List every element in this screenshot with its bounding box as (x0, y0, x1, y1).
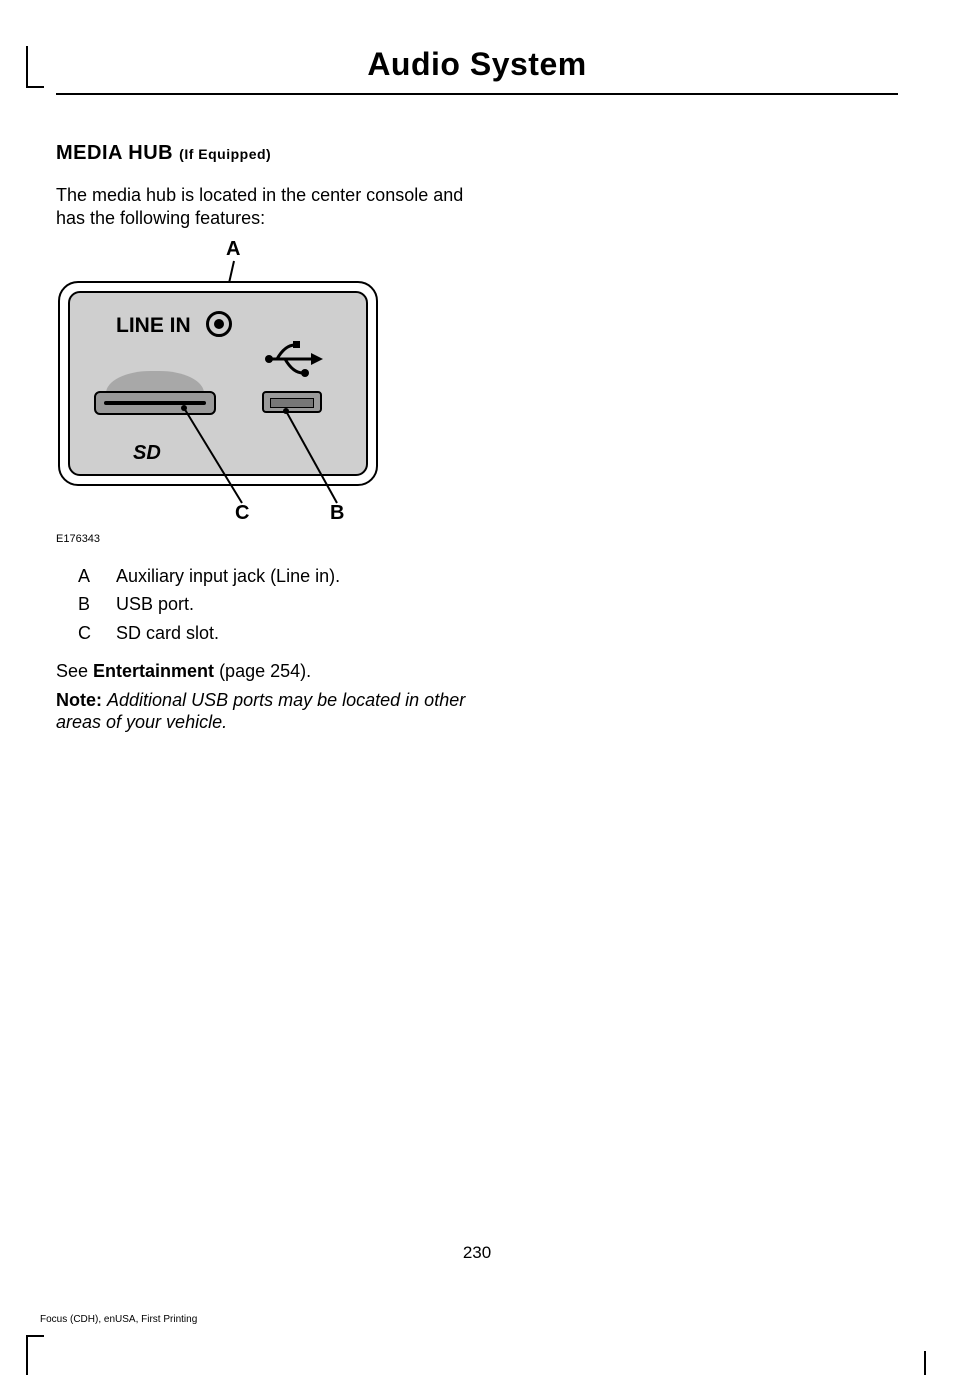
usb-port (262, 391, 322, 413)
page: Audio System MEDIA HUB (If Equipped) The… (0, 46, 954, 1375)
footer-text: Focus (CDH), enUSA, First Printing (40, 1314, 197, 1325)
figure-id: E176343 (56, 533, 476, 547)
callout-b: B (330, 501, 344, 526)
see-suffix: (page 254). (214, 661, 311, 681)
legend-key: B (56, 593, 116, 616)
sd-label: SD (133, 441, 161, 466)
legend-key: C (56, 622, 116, 645)
legend-key: A (56, 565, 116, 588)
legend-desc: SD card slot. (116, 622, 219, 645)
note: Note: Additional USB ports may be locate… (56, 689, 476, 734)
content-column: MEDIA HUB (If Equipped) The media hub is… (56, 141, 476, 734)
crop-mark-bottom-left (26, 1335, 44, 1375)
usb-port-inner (270, 398, 314, 408)
section-heading-sub: (If Equipped) (179, 146, 271, 162)
aux-jack-icon (206, 311, 232, 337)
crop-mark-bottom-right (924, 1351, 926, 1375)
usb-icon (263, 339, 323, 379)
section-heading: MEDIA HUB (If Equipped) (56, 141, 476, 166)
aux-jack-inner (214, 319, 224, 329)
sd-slot-slit (104, 401, 206, 405)
callout-c: C (235, 501, 249, 526)
note-text: Additional USB ports may be located in o… (56, 690, 465, 733)
legend-row: B USB port. (56, 593, 476, 616)
see-reference: See Entertainment (page 254). (56, 660, 476, 683)
section-heading-main: MEDIA HUB (56, 142, 173, 164)
title-underline (56, 93, 898, 95)
intro-text: The media hub is located in the center c… (56, 184, 476, 229)
note-label: Note: (56, 690, 102, 710)
page-number: 230 (0, 1243, 954, 1263)
see-link-text: Entertainment (93, 661, 214, 681)
crop-mark-top-left (26, 46, 44, 88)
legend-row: A Auxiliary input jack (Line in). (56, 565, 476, 588)
legend-desc: USB port. (116, 593, 194, 616)
legend-row: C SD card slot. (56, 622, 476, 645)
legend-list: A Auxiliary input jack (Line in). B USB … (56, 565, 476, 645)
see-prefix: See (56, 661, 93, 681)
line-in-label: LINE IN (116, 313, 191, 339)
chapter-title: Audio System (0, 46, 954, 83)
sd-card-slot (94, 391, 216, 415)
media-hub-figure: A LINE IN (56, 243, 416, 533)
legend-desc: Auxiliary input jack (Line in). (116, 565, 340, 588)
callout-a: A (226, 237, 240, 262)
